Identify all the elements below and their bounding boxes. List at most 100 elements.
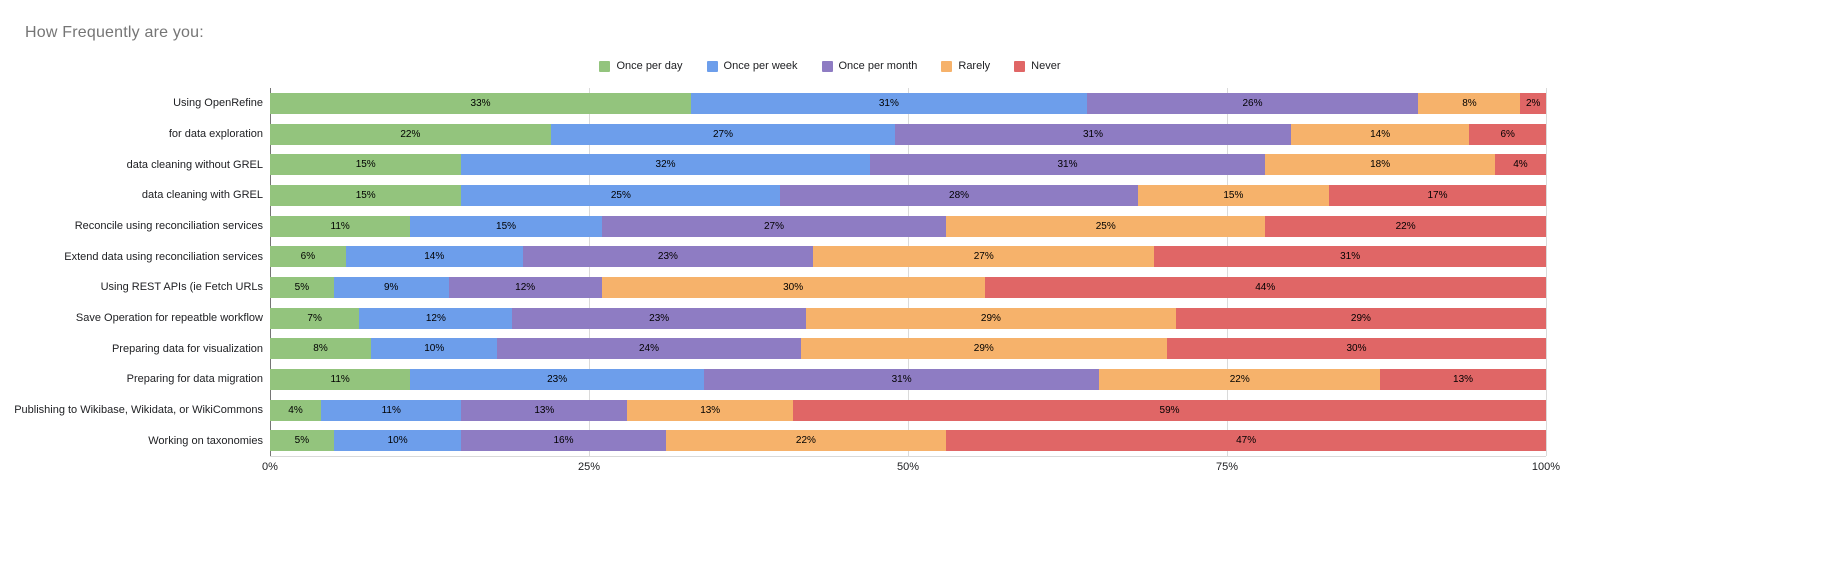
bar-track: 5% 10% 16% 22% 47% [270,430,1546,452]
bar-segment[interactable]: 59% [793,399,1546,421]
legend: Once per day Once per week Once per month R… [0,60,1660,72]
bar-segment[interactable]: 27% [813,246,1155,268]
bar-segment[interactable]: 13% [627,399,794,421]
bar-segment[interactable]: 8% [1418,92,1521,114]
legend-item[interactable]: Rarely [941,60,990,72]
bar-segment[interactable]: 13% [1380,368,1546,390]
bar-segment-value: 11% [330,373,350,385]
bar-segment[interactable]: 14% [345,246,523,268]
bar-segment[interactable]: 33% [270,92,692,114]
bar-segment[interactable]: 29% [805,307,1176,329]
bar-segment[interactable]: 11% [321,399,462,421]
bar-segment[interactable]: 10% [333,430,462,452]
bar-track: 4% 11% 13% 13% 59% [270,399,1546,421]
bar-segment-value: 14% [1370,128,1391,140]
category-label: Preparing data for visualization [111,342,263,355]
bar-track: 15% 25% 28% 15% 17% [270,184,1546,206]
legend-item[interactable]: Once per week [706,60,798,72]
bar-segment[interactable]: 27% [550,123,896,145]
bar-segment-value: 12% [425,312,446,324]
bar-segment[interactable]: 22% [1099,368,1381,390]
bar-segment-value: 13% [1453,373,1474,385]
bar-segment[interactable]: 31% [869,154,1266,176]
bar-segment[interactable]: 44% [984,276,1546,298]
bar-segment[interactable]: 31% [691,92,1087,114]
x-axis-tick-label: 50% [896,461,920,473]
bar-segment[interactable]: 22% [665,430,947,452]
bar-segment[interactable]: 32% [461,154,870,176]
bar-segment[interactable]: 23% [410,368,704,390]
bar-row: Preparing data for visualization 8% 10% 24%… [0,333,1546,364]
legend-item[interactable]: Never [1014,60,1061,72]
bar-segment[interactable]: 28% [780,184,1138,206]
bar-segment-value: 10% [424,343,445,355]
legend-swatch-icon [706,60,718,72]
chart-title: How Frequently are you: [25,24,204,41]
bar-segment[interactable]: 15% [1137,184,1330,206]
legend-label: Once per month [838,60,918,72]
bar-row: Preparing for data migration 11% 23% 31% 22%… [0,364,1546,395]
bar-segment[interactable]: 9% [333,276,449,298]
bar-segment-value: 7% [307,312,322,324]
bar-segment[interactable]: 15% [270,154,462,176]
legend-item[interactable]: Once per month [821,60,918,72]
bar-segment[interactable]: 22% [1265,215,1546,237]
bar-segment-value: 18% [1370,159,1391,171]
bar-segment[interactable]: 7% [270,307,360,329]
bar-segment[interactable]: 4% [270,399,322,421]
bar-segment[interactable]: 11% [270,215,411,237]
legend-item[interactable]: Once per day [599,60,683,72]
bar-segment[interactable]: 31% [895,123,1291,145]
bar-segment[interactable]: 12% [359,307,513,329]
bar-segment[interactable]: 30% [601,276,985,298]
bar-segment[interactable]: 31% [703,368,1100,390]
bar-segment[interactable]: 6% [1469,123,1546,145]
bar-segment[interactable]: 5% [270,276,334,298]
bar-segment[interactable]: 17% [1329,184,1546,206]
legend-label: Never [1031,60,1061,72]
bar-track: 33% 31% 26% 8% 2% [270,92,1546,114]
bar-segment-value: 11% [330,220,350,232]
bar-segment[interactable]: 26% [1086,92,1419,114]
bar-segment[interactable]: 25% [461,184,781,206]
bar-segment[interactable]: 23% [512,307,806,329]
bar-segment[interactable]: 30% [1166,338,1546,360]
bar-segment[interactable]: 12% [448,276,602,298]
bar-segment-value: 31% [1083,128,1104,140]
bar-segment[interactable]: 31% [1154,246,1546,268]
bar-segment[interactable]: 27% [601,215,947,237]
bar-track: 8% 10% 24% 29% 30% [270,338,1546,360]
bar-segment[interactable]: 18% [1265,154,1495,176]
bar-segment[interactable]: 29% [1175,307,1546,329]
bar-segment[interactable]: 4% [1494,154,1546,176]
bar-segment[interactable]: 22% [270,123,551,145]
bar-segment[interactable]: 23% [522,246,814,268]
bar-segment[interactable]: 47% [946,430,1546,452]
bar-segment[interactable]: 10% [371,338,498,360]
zero-axis-line [270,88,271,456]
bar-segment[interactable]: 25% [946,215,1266,237]
category-label: Using OpenRefine [173,97,263,110]
bar-segment-value: 30% [783,281,804,293]
plot-area [270,88,1547,457]
bar-segment[interactable]: 15% [270,184,462,206]
bar-segment[interactable]: 15% [410,215,602,237]
bar-segment[interactable]: 13% [461,399,628,421]
bar-segment-value: 26% [1242,97,1263,109]
bar-segment[interactable]: 24% [497,338,801,360]
bar-row: Extend data using reconciliation service… [0,241,1546,272]
bar-segment[interactable]: 5% [270,430,334,452]
bar-segment[interactable]: 29% [800,338,1167,360]
bar-segment[interactable]: 6% [270,246,346,268]
legend-label: Once per day [616,60,683,72]
bar-segment-value: 9% [383,281,399,293]
bar-segment[interactable]: 11% [270,368,411,390]
gridline [589,88,590,456]
bar-row: Publishing to Wikibase, Wikidata, or Wik… [0,395,1546,426]
bar-segment-value: 14% [424,251,445,263]
bar-segment[interactable]: 16% [461,430,666,452]
bar-segment[interactable]: 8% [270,338,372,360]
bar-row: Reconcile using reconciliation services 1… [0,211,1546,242]
bar-segment[interactable]: 14% [1290,123,1470,145]
bar-segment[interactable]: 2% [1520,92,1546,114]
